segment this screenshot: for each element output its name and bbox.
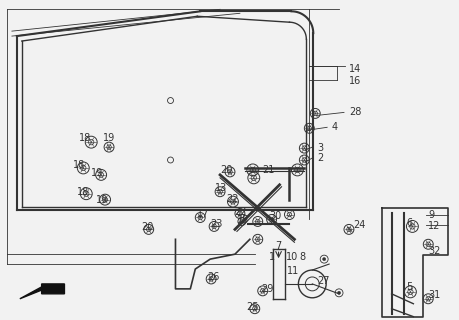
Text: 29: 29 [262, 284, 274, 294]
Text: 24: 24 [353, 220, 365, 230]
Text: 22: 22 [226, 194, 239, 204]
Text: 1: 1 [269, 252, 275, 262]
Text: 28: 28 [349, 108, 361, 117]
Text: 15: 15 [237, 215, 249, 226]
Text: 13: 13 [215, 183, 227, 193]
Text: 2: 2 [317, 153, 324, 163]
Text: 19: 19 [96, 195, 108, 205]
Polygon shape [20, 284, 64, 299]
Text: 16: 16 [349, 76, 361, 86]
Text: 14: 14 [349, 64, 361, 74]
Text: 5: 5 [407, 282, 413, 292]
Text: 19: 19 [103, 133, 115, 143]
Text: 30: 30 [269, 211, 282, 220]
Text: 21: 21 [263, 165, 275, 175]
Text: 18: 18 [79, 133, 91, 143]
Text: 22: 22 [234, 206, 246, 217]
Text: 20: 20 [141, 222, 153, 232]
Text: 31: 31 [428, 290, 441, 300]
Text: 4: 4 [331, 122, 337, 132]
Text: 3: 3 [317, 143, 323, 153]
Text: FR.: FR. [48, 284, 63, 293]
Text: 18: 18 [77, 187, 90, 197]
Text: 27: 27 [317, 276, 330, 286]
Text: 10: 10 [285, 252, 298, 262]
Text: 8: 8 [299, 252, 306, 262]
Text: 11: 11 [286, 266, 299, 276]
Text: 23: 23 [210, 220, 223, 229]
Text: 26: 26 [207, 272, 219, 282]
Circle shape [337, 291, 341, 294]
Text: 17: 17 [197, 209, 210, 219]
Text: 18: 18 [73, 160, 86, 170]
Circle shape [323, 258, 326, 261]
Text: 25: 25 [246, 302, 258, 312]
Text: 19: 19 [91, 168, 103, 178]
Text: 32: 32 [428, 246, 441, 256]
Text: 7: 7 [275, 241, 282, 251]
Text: 6: 6 [407, 219, 413, 228]
Text: 12: 12 [428, 221, 441, 231]
Text: 20: 20 [220, 165, 232, 175]
Text: 9: 9 [428, 210, 434, 220]
